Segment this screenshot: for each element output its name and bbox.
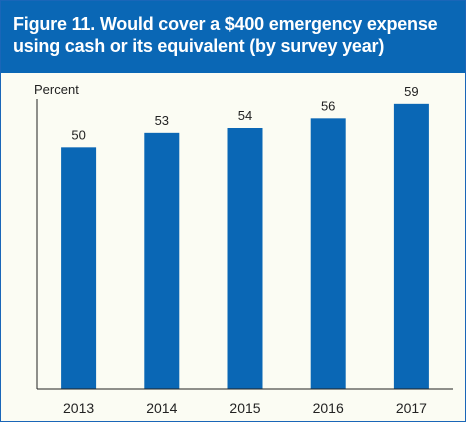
plot-layer: Percent 50 2013 53 2014 54 2015 56 2016 59 2017 [34, 82, 453, 416]
data-label-2014: 53 [155, 113, 169, 128]
y-axis-label: Percent [34, 82, 79, 97]
x-tick-label-2016: 2016 [313, 400, 344, 416]
bar-2014 [144, 132, 180, 390]
bar-2016 [310, 118, 346, 389]
title-bar: Figure 11. Would cover a $400 emergency … [1, 1, 465, 73]
data-label-2015: 54 [238, 108, 252, 123]
bar-2013 [61, 147, 97, 389]
bar-2015 [227, 128, 263, 389]
figure-title: Figure 11. Would cover a $400 emergency … [13, 14, 438, 56]
x-tick-label-2013: 2013 [63, 400, 94, 416]
x-tick-label-2015: 2015 [229, 400, 260, 416]
bar-2017 [393, 103, 429, 389]
data-label-2013: 50 [71, 127, 85, 142]
data-label-2016: 56 [321, 98, 335, 113]
data-label-2017: 59 [404, 84, 418, 99]
x-tick-label-2017: 2017 [396, 400, 427, 416]
x-tick-label-2014: 2014 [146, 400, 177, 416]
